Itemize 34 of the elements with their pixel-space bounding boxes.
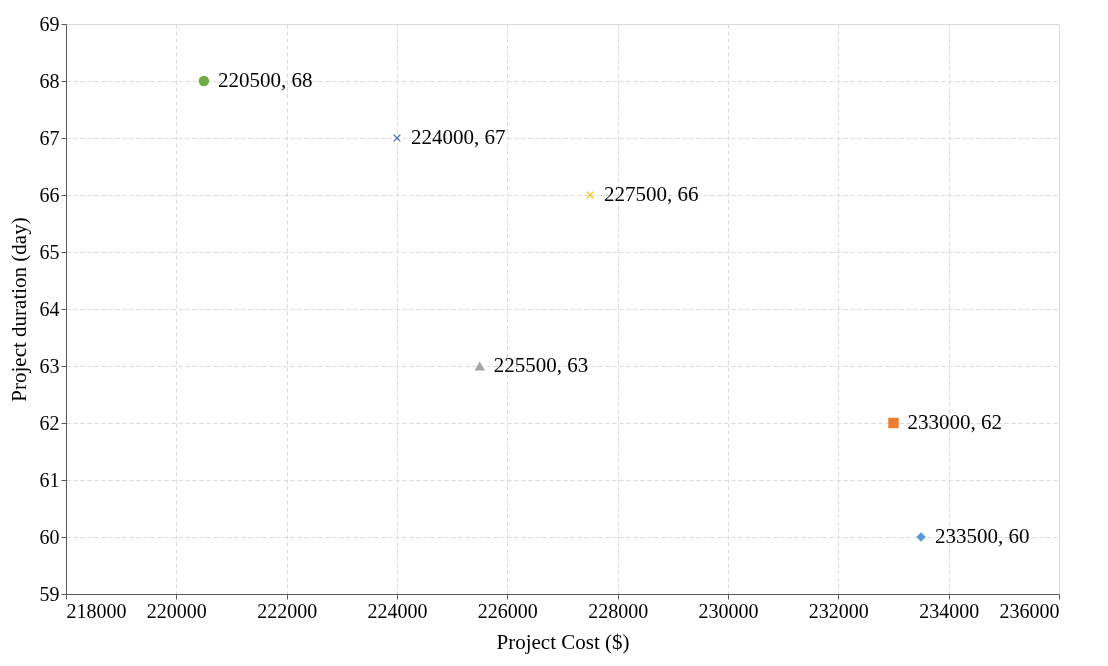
x-tick-label: 222000 [257, 599, 318, 622]
y-tick-label: 61 [39, 468, 60, 491]
x-tick-label: 218000 [66, 599, 127, 622]
x-tick-label: 230000 [698, 599, 759, 622]
y-tick-label: 63 [39, 354, 60, 377]
y-tick-label: 65 [39, 240, 60, 263]
x-tick-label: 234000 [919, 599, 980, 622]
x-tick-label: 228000 [588, 599, 649, 622]
y-tick-label: 67 [39, 126, 60, 149]
y-tick-label: 62 [39, 411, 60, 434]
point [474, 361, 485, 371]
point [586, 191, 595, 199]
data-label: 224000, 67 [411, 125, 506, 149]
data-label: 225500, 63 [493, 353, 589, 377]
point [888, 417, 899, 429]
data-label: 233000, 62 [907, 410, 1002, 434]
y-tick-label: 64 [39, 297, 60, 320]
y-axis-title: Project duration (day) [6, 217, 31, 402]
y-tick-label: 69 [39, 12, 60, 35]
data-label: 227500, 66 [604, 182, 699, 206]
y-tick-label: 68 [39, 69, 60, 92]
x-axis-title: Project Cost ($) [496, 629, 630, 654]
x-tick-label: 220000 [146, 599, 207, 622]
data-label: 220500, 68 [217, 68, 313, 92]
point [198, 75, 210, 87]
y-tick-label: 66 [39, 183, 60, 206]
point [393, 134, 401, 142]
x-tick-label: 236000 [999, 599, 1060, 622]
x-tick-label: 232000 [808, 599, 869, 622]
y-tick-label: 59 [39, 582, 60, 605]
y-tick-label: 60 [39, 525, 60, 548]
x-tick-label: 226000 [477, 599, 538, 622]
data-label: 233500, 60 [935, 524, 1030, 548]
x-tick-label: 224000 [367, 599, 428, 622]
